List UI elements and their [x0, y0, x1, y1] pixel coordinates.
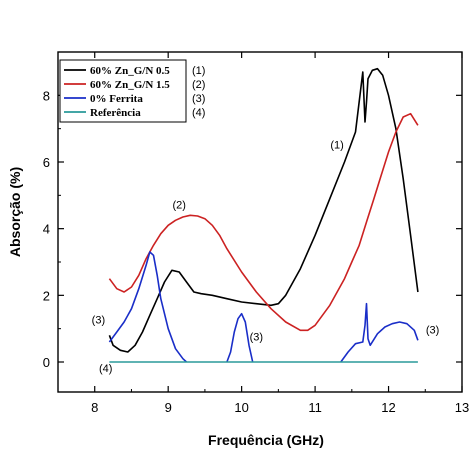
legend-label: 60% Zn_G/N 0.5: [90, 65, 170, 77]
x-tick-label: 13: [455, 400, 469, 415]
x-tick-label: 9: [165, 400, 172, 415]
x-tick-label: 8: [91, 400, 98, 415]
series-line-2: [108, 112, 419, 332]
series-line-1: [108, 67, 419, 353]
series-line-3-seg-1: [108, 251, 188, 363]
y-axis-title: Absorção (%): [7, 167, 23, 257]
curve-annotation: (3): [92, 315, 105, 327]
y-tick-label: 6: [43, 155, 50, 170]
x-tick-label: 12: [381, 400, 395, 415]
legend-label: 60% Zn_G/N 1.5: [90, 79, 170, 91]
y-tick-label: 4: [43, 222, 50, 237]
y-tick-label: 0: [43, 355, 50, 370]
curve-annotation: (1): [330, 140, 343, 152]
series-line-3-seg-3: [340, 302, 419, 363]
plot-area-frame: [57, 51, 463, 393]
curve-annotation: (4): [99, 363, 112, 375]
curve-annotation: (2): [172, 200, 185, 212]
x-tick-label: 10: [234, 400, 248, 415]
legend-tag: (4): [192, 107, 205, 119]
legend-tag: (1): [192, 65, 205, 77]
series-line-3-seg-2: [226, 312, 254, 363]
legend-tag: (2): [192, 79, 205, 91]
y-tick-label: 8: [43, 88, 50, 103]
y-tick-label: 2: [43, 288, 50, 303]
x-axis-title: Frequência (GHz): [208, 432, 324, 448]
curve-annotation: (3): [426, 325, 439, 337]
x-tick-label: 11: [308, 400, 322, 415]
legend-label: 0% Ferrita: [90, 93, 143, 105]
legend-label: Referência: [90, 107, 141, 119]
curve-annotation: (3): [250, 331, 263, 343]
legend-tag: (3): [192, 93, 205, 105]
